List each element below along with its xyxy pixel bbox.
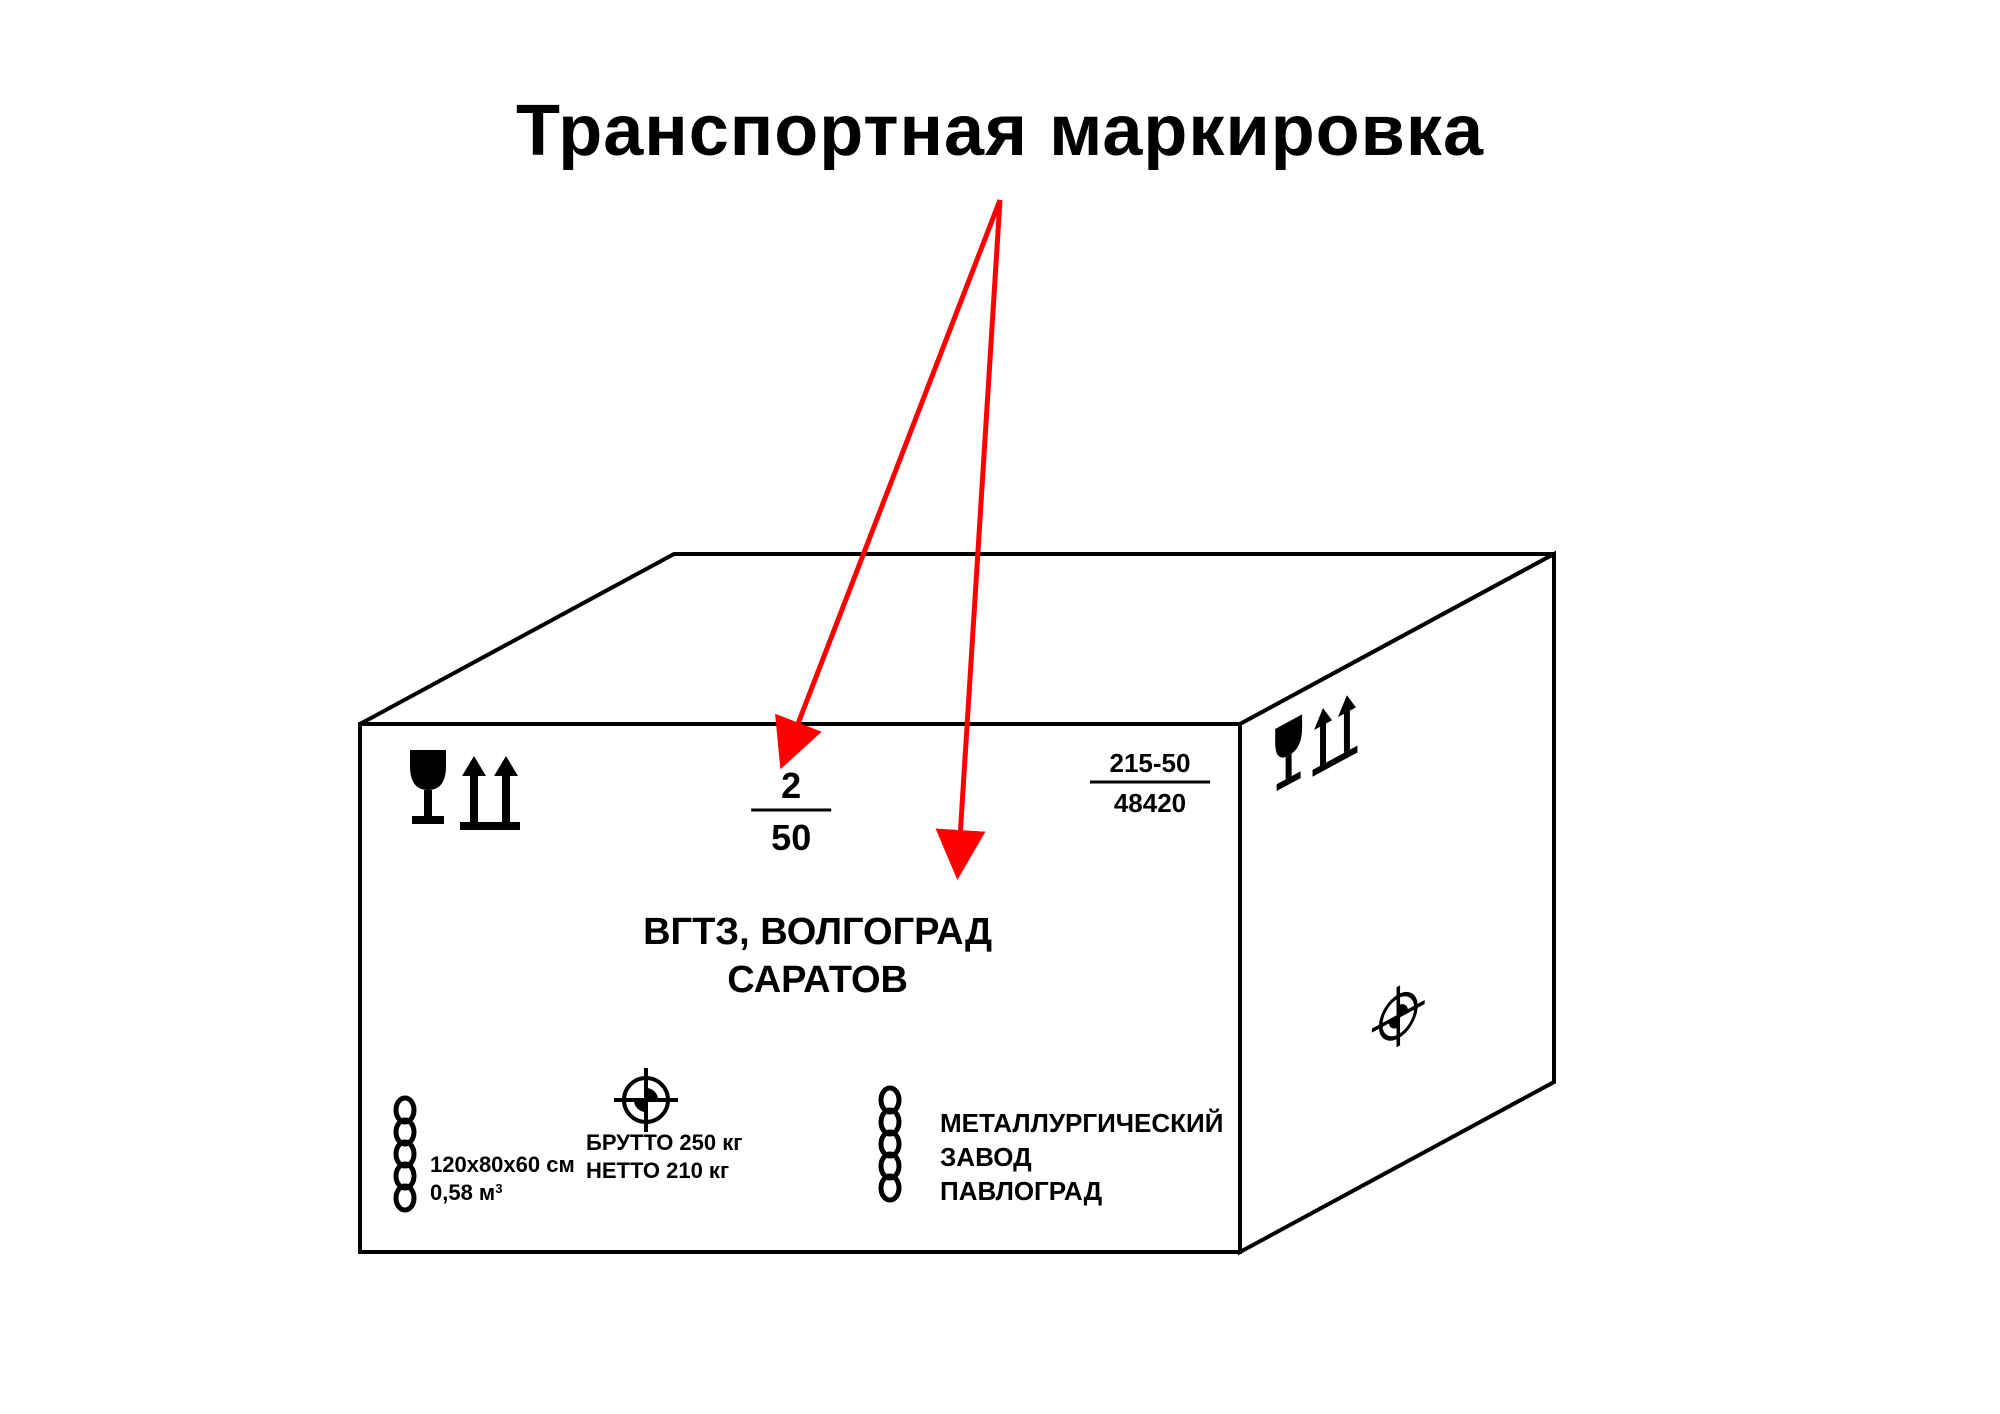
order-code-bottom: 48420 bbox=[1114, 788, 1186, 818]
destination-line-2: САРАТОВ bbox=[727, 959, 908, 1001]
dimensions-line-1: 120х80х60 см bbox=[430, 1152, 575, 1177]
sender-line-1: МЕТАЛЛУРГИЧЕСКИЙ bbox=[940, 1108, 1223, 1138]
diagram-svg: 2 50 215-50 48420 ВГТЗ, ВОЛГОГРАД САРАТОВ 120х… bbox=[0, 0, 2000, 1414]
sender-line-3: ПАВЛОГРАД bbox=[940, 1176, 1103, 1206]
destination-line-1: ВГТЗ, ВОЛГОГРАД bbox=[643, 911, 992, 953]
package-number-top: 2 bbox=[781, 765, 801, 806]
dimensions-line-2: 0,58 м3 bbox=[430, 1180, 503, 1205]
package-number-bottom: 50 bbox=[771, 817, 811, 858]
order-code-top: 215-50 bbox=[1110, 748, 1191, 778]
net-weight: НЕТТО 210 кг bbox=[586, 1158, 729, 1183]
sender-line-2: ЗАВОД bbox=[940, 1142, 1032, 1172]
gross-weight: БРУТТО 250 кг bbox=[586, 1130, 742, 1155]
